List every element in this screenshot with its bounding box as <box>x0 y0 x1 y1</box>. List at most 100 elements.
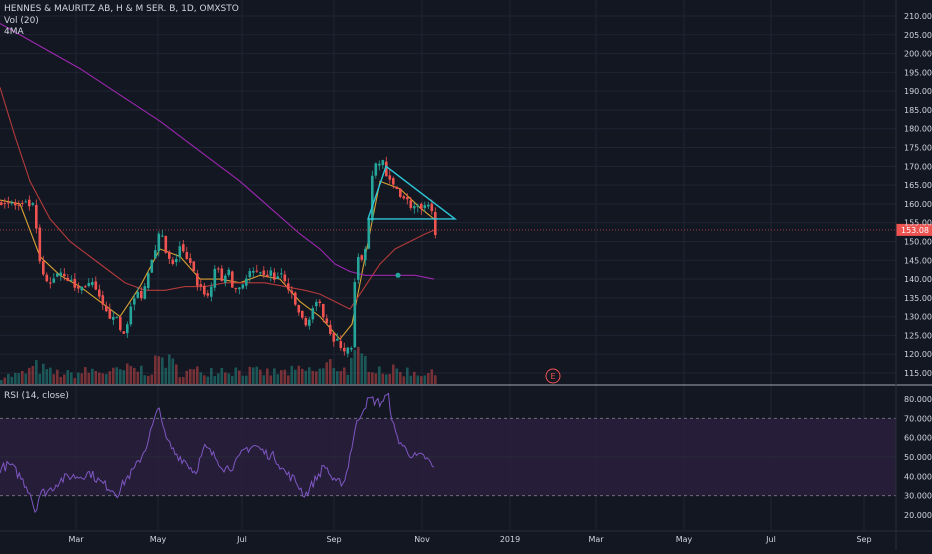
volume-bar <box>70 372 73 384</box>
volume-bar <box>427 372 430 384</box>
candle-body <box>217 268 220 270</box>
ma-indicator-label[interactable]: 4MA <box>4 27 24 37</box>
volume-bar <box>283 369 287 384</box>
candle-body <box>66 277 70 282</box>
candle-body <box>129 306 133 325</box>
volume-bar <box>122 370 126 384</box>
candles <box>0 156 437 358</box>
candle-body <box>266 274 269 277</box>
last-price-badge <box>896 223 932 236</box>
volume-bar <box>49 367 52 384</box>
candle-body <box>164 235 168 253</box>
candle-body <box>70 279 73 281</box>
volume-bar <box>430 369 434 384</box>
volume-bar <box>178 377 182 384</box>
volume-bar <box>346 374 350 384</box>
price-tick-label: 175.00 <box>904 144 932 153</box>
candle-body <box>98 289 101 297</box>
candle-body <box>122 331 126 334</box>
volume-bar <box>315 371 318 384</box>
candle-body <box>357 256 360 280</box>
volume-bar <box>262 375 266 384</box>
volume-bars <box>0 346 437 384</box>
candle-body <box>21 202 24 204</box>
candle-body <box>119 316 122 331</box>
volume-bar <box>199 372 203 384</box>
candle-body <box>430 203 434 212</box>
price-tick-label: 185.00 <box>904 106 932 115</box>
candle-body <box>196 273 199 286</box>
volume-bar <box>63 374 66 384</box>
volume-indicator-label[interactable]: Vol (20) <box>4 16 39 26</box>
volume-bar <box>423 375 427 384</box>
rsi-indicator-label[interactable]: RSI (14, close) <box>4 391 69 401</box>
price-tick-label: 165.00 <box>904 181 932 190</box>
rsi-series-line <box>0 392 435 514</box>
volume-bar <box>91 368 94 384</box>
volume-bar <box>10 376 14 384</box>
volume-bar <box>329 359 332 384</box>
candle-body <box>262 270 266 275</box>
candle-body <box>269 270 273 276</box>
volume-bar <box>59 376 63 384</box>
volume-bar <box>273 368 276 384</box>
volume-bar <box>73 378 77 384</box>
volume-bar <box>52 374 56 384</box>
price-tick-label: 145.00 <box>904 256 932 265</box>
price-tick-label: 190.00 <box>904 87 932 96</box>
volume-bar <box>287 375 290 384</box>
candle-body <box>199 284 203 286</box>
volume-bar <box>301 368 304 384</box>
candle-body <box>241 284 245 289</box>
price-tick-label: 115.00 <box>904 369 932 378</box>
candle-body <box>301 310 304 318</box>
time-tick-label: May <box>150 535 167 544</box>
candle-body <box>3 203 7 205</box>
candle-body <box>28 199 31 207</box>
markers: E <box>545 368 561 384</box>
volume-bar <box>378 366 381 384</box>
volume-bar <box>80 373 84 384</box>
volume-bar <box>84 367 87 384</box>
volume-bar <box>210 367 213 384</box>
rsi-tick-label: 80.0000 <box>904 395 932 404</box>
candle-body <box>101 295 105 305</box>
volume-bar <box>154 355 157 384</box>
candle-body <box>63 273 66 277</box>
time-tick-label: May <box>676 535 693 544</box>
price-tick-label: 205.00 <box>904 31 932 40</box>
candle-body <box>59 272 63 276</box>
candle-body <box>276 276 280 279</box>
candle-body <box>280 273 283 275</box>
candle-body <box>238 287 241 290</box>
candle-body <box>392 178 395 185</box>
volume-bar <box>353 349 357 384</box>
candle-body <box>248 270 252 278</box>
candle-body <box>56 273 59 277</box>
rsi-tick-label: 70.0000 <box>904 414 932 423</box>
volume-bar <box>31 366 35 384</box>
candle-body <box>87 282 91 286</box>
candle-body <box>329 324 332 334</box>
volume-bar <box>259 369 262 384</box>
candle-body <box>350 348 353 350</box>
volume-bar <box>45 369 49 384</box>
volume-bar <box>14 372 17 384</box>
price-tick-label: 195.00 <box>904 68 932 77</box>
candle-body <box>252 270 255 273</box>
earnings-marker-circle[interactable] <box>545 368 561 384</box>
rsi-line <box>0 392 435 514</box>
candle-body <box>206 293 210 296</box>
symbol-title[interactable]: HENNES & MAURITZ AB, H & M SER. B, 1D, O… <box>4 4 239 14</box>
candle-body <box>220 268 224 281</box>
volume-bar <box>192 369 196 384</box>
candle-body <box>52 278 56 283</box>
candle-body <box>360 255 364 260</box>
volume-bar <box>413 371 416 384</box>
volume-bar <box>115 367 119 384</box>
volume-bar <box>227 373 231 384</box>
volume-bar <box>77 372 80 384</box>
time-tick-label: Jul <box>236 535 247 544</box>
